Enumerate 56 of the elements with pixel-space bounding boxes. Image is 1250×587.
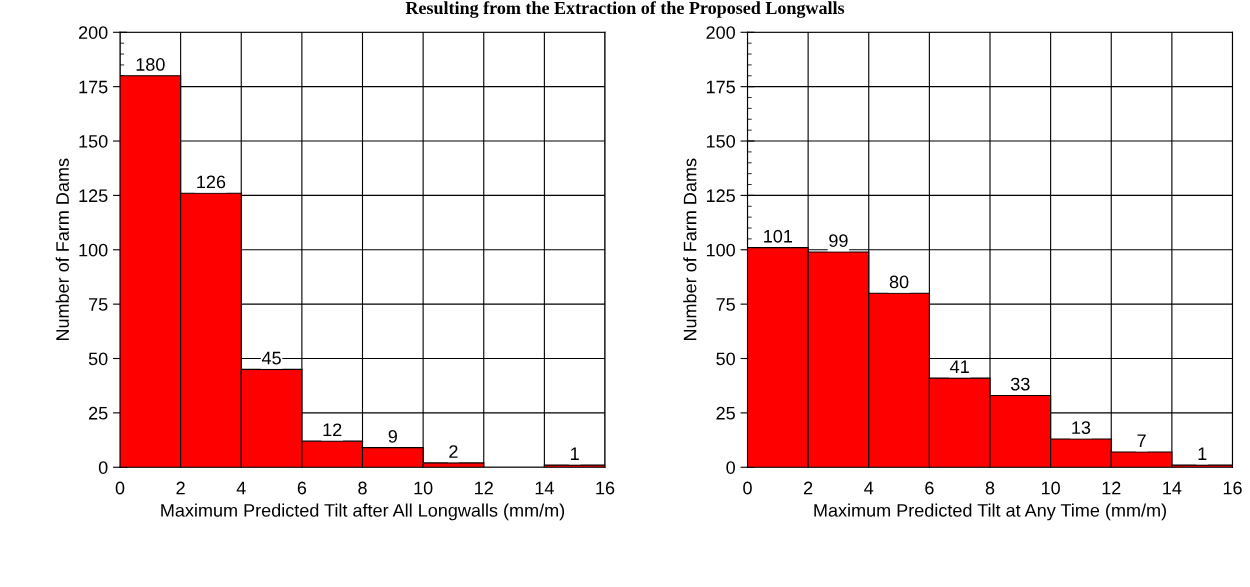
x-tick-label: 0 [743,481,752,495]
y-tick-label: 125 [706,189,735,203]
data-label: 41 [950,360,969,373]
data-label: 45 [261,351,281,365]
data-label: 1 [571,447,579,460]
x-tick-label: 6 [297,481,307,495]
chart-title: Resulting from the Extraction of the Proposed Longwalls [405,1,845,18]
y-tick-label: 25 [89,406,108,420]
y-tick-label: 125 [79,189,108,203]
data-label: 12 [323,423,342,437]
data-label: 126 [197,175,226,189]
x-tick-label: 2 [176,481,185,495]
data-label: 33 [1010,377,1030,391]
x-tick-label: 8 [358,481,367,495]
y-tick-label: 150 [706,134,735,148]
y-tick-label: 50 [88,352,108,366]
x-tick-label: 10 [1041,481,1060,495]
data-label: 7 [1137,434,1146,447]
y-tick-label: 175 [79,80,108,94]
y-tick-label: 100 [706,243,735,257]
x-tick-label: 6 [925,481,934,495]
x-tick-label: 12 [1102,481,1121,495]
y-tick-label: 50 [716,352,735,366]
data-label: 101 [764,229,792,243]
x-tick-label: 16 [596,481,615,495]
y-tick-label: 0 [726,461,735,474]
y-axis-title: Number of Farm Dams [683,158,697,341]
y-tick-label: 175 [706,80,735,94]
y-tick-label: 75 [716,298,735,311]
data-label: 2 [449,445,458,458]
x-axis-title: Maximum Predicted Tilt after All Longwalls (mm/m) [161,503,565,521]
y-tick-label: 0 [98,461,108,474]
x-axis-title: Maximum Predicted Tilt at Any Time (mm/m) [814,503,1166,521]
data-label: 13 [1072,421,1091,435]
data-label: 99 [829,234,848,247]
x-tick-label: 4 [864,481,874,495]
data-label: 80 [889,275,909,289]
data-label: 1 [1198,447,1207,460]
x-tick-label: 14 [1163,481,1182,495]
x-tick-label: 10 [414,481,433,495]
x-tick-label: 14 [535,481,554,495]
x-tick-label: 12 [475,481,493,495]
y-tick-label: 150 [79,134,108,148]
y-axis-title: Number of Farm Dams [55,158,69,341]
y-tick-label: 75 [89,298,108,311]
data-label: 180 [136,58,165,71]
x-tick-label: 2 [804,481,813,495]
x-tick-label: 8 [985,481,995,495]
x-tick-label: 0 [115,481,125,495]
x-tick-label: 4 [236,481,246,495]
x-tick-label: 16 [1223,481,1242,495]
data-label: 9 [388,429,397,443]
y-tick-label: 200 [78,26,108,40]
y-tick-label: 100 [79,243,108,257]
y-tick-label: 200 [706,26,735,40]
y-tick-label: 25 [716,406,735,420]
